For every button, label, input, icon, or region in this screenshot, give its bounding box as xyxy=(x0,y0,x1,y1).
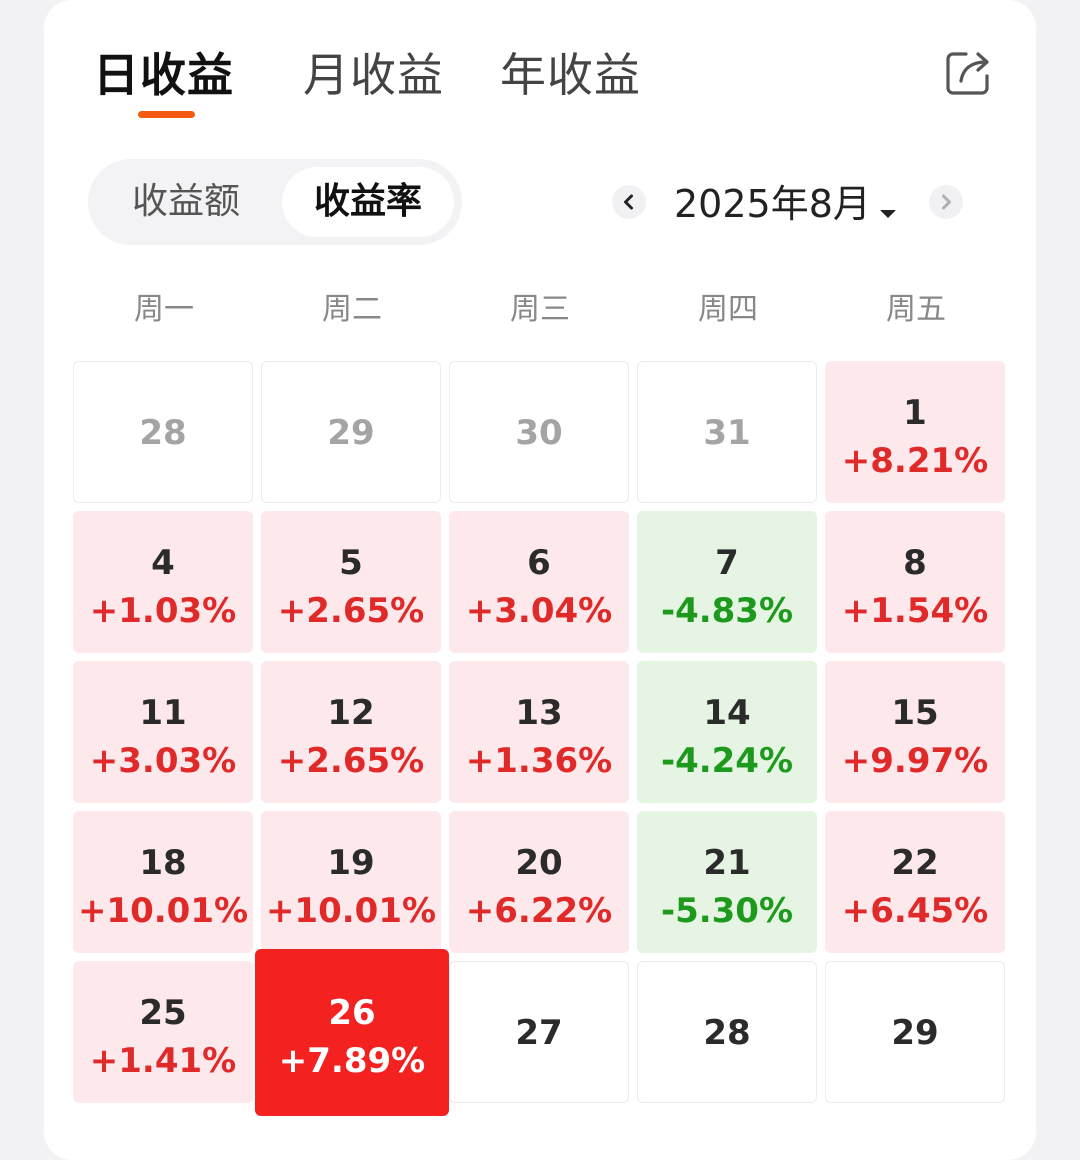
calendar-day-cell[interactable]: 18 +10.01% xyxy=(73,811,253,953)
tab-yearly-earnings[interactable]: 年收益 xyxy=(500,48,641,102)
daily-return-rate: -4.24% xyxy=(660,741,794,781)
day-number: 11 xyxy=(139,693,187,733)
weekday-friday: 周五 xyxy=(886,292,946,327)
day-number: 12 xyxy=(327,693,375,733)
daily-return-rate: +8.21% xyxy=(841,441,989,481)
caret-down-icon xyxy=(879,179,897,235)
daily-return-rate: +7.89% xyxy=(278,1041,426,1081)
daily-return-rate: -5.30% xyxy=(660,891,794,931)
weekday-tuesday: 周二 xyxy=(322,292,382,327)
calendar-day-cell[interactable]: 13 +1.36% xyxy=(449,661,629,803)
calendar-day-cell[interactable]: 30 xyxy=(449,361,629,503)
day-number: 8 xyxy=(903,543,927,583)
metric-toggle: 收益额 收益率 xyxy=(88,159,462,245)
calendar-day-cell[interactable]: 11 +3.03% xyxy=(73,661,253,803)
toggle-earnings-rate[interactable]: 收益率 xyxy=(282,167,454,237)
day-number: 7 xyxy=(715,543,739,583)
day-number: 13 xyxy=(515,693,563,733)
day-number: 22 xyxy=(891,843,939,883)
calendar-day-cell[interactable]: 21 -5.30% xyxy=(637,811,817,953)
calendar-day-cell[interactable]: 5 +2.65% xyxy=(261,511,441,653)
calendar-day-cell[interactable]: 29 xyxy=(261,361,441,503)
day-number: 27 xyxy=(515,1013,563,1053)
calendar-day-cell[interactable]: 22 +6.45% xyxy=(825,811,1005,953)
calendar-day-cell[interactable]: 14 -4.24% xyxy=(637,661,817,803)
day-number: 15 xyxy=(891,693,939,733)
calendar-day-cell[interactable]: 15 +9.97% xyxy=(825,661,1005,803)
day-number: 28 xyxy=(139,413,187,453)
day-number: 1 xyxy=(903,393,927,433)
day-number: 31 xyxy=(703,413,751,453)
day-number: 18 xyxy=(139,843,187,883)
calendar-day-cell[interactable]: 28 xyxy=(637,961,817,1103)
month-selector[interactable]: 2025年8月 xyxy=(674,176,897,232)
daily-return-rate: +1.03% xyxy=(89,591,237,631)
weekday-thursday: 周四 xyxy=(698,292,758,327)
active-tab-indicator xyxy=(138,111,195,118)
calendar-day-cell[interactable]: 12 +2.65% xyxy=(261,661,441,803)
calendar-day-cell[interactable]: 31 xyxy=(637,361,817,503)
calendar-day-cell[interactable]: 4 +1.03% xyxy=(73,511,253,653)
daily-return-rate: -4.83% xyxy=(660,591,794,631)
tab-monthly-earnings[interactable]: 月收益 xyxy=(303,48,444,102)
day-number: 5 xyxy=(339,543,363,583)
calendar-day-cell[interactable]: 8 +1.54% xyxy=(825,511,1005,653)
calendar-day-cell[interactable]: 28 xyxy=(73,361,253,503)
share-export-icon[interactable] xyxy=(944,48,994,98)
day-number: 29 xyxy=(891,1013,939,1053)
weekday-monday: 周一 xyxy=(134,292,194,327)
daily-return-rate: +9.97% xyxy=(841,741,989,781)
chevron-left-icon[interactable] xyxy=(612,185,646,219)
day-number: 4 xyxy=(151,543,175,583)
daily-return-rate: +10.01% xyxy=(77,891,249,931)
calendar-day-cell[interactable]: 6 +3.04% xyxy=(449,511,629,653)
tab-daily-earnings[interactable]: 日收益 xyxy=(93,48,234,102)
daily-return-rate: +2.65% xyxy=(277,591,425,631)
daily-return-rate: +2.65% xyxy=(277,741,425,781)
day-number: 25 xyxy=(139,993,187,1033)
daily-return-rate: +1.41% xyxy=(89,1041,237,1081)
calendar-day-cell[interactable]: 19 +10.01% xyxy=(261,811,441,953)
calendar-day-cell[interactable]: 7 -4.83% xyxy=(637,511,817,653)
day-number: 29 xyxy=(327,413,375,453)
day-number: 20 xyxy=(515,843,563,883)
calendar-day-cell[interactable]: 27 xyxy=(449,961,629,1103)
daily-return-rate: +3.04% xyxy=(465,591,613,631)
daily-return-rate: +1.36% xyxy=(465,741,613,781)
day-number: 14 xyxy=(703,693,751,733)
calendar-day-cell-selected[interactable]: 26 +7.89% xyxy=(255,949,449,1116)
daily-return-rate: +6.22% xyxy=(465,891,613,931)
weekday-wednesday: 周三 xyxy=(510,292,570,327)
daily-return-rate: +1.54% xyxy=(841,591,989,631)
toggle-earnings-amount[interactable]: 收益额 xyxy=(131,181,240,222)
month-label: 2025年8月 xyxy=(674,182,871,226)
calendar-day-cell[interactable]: 1 +8.21% xyxy=(825,361,1005,503)
day-number: 6 xyxy=(527,543,551,583)
daily-return-rate: +3.03% xyxy=(89,741,237,781)
daily-return-rate: +6.45% xyxy=(841,891,989,931)
calendar-day-cell[interactable]: 25 +1.41% xyxy=(73,961,253,1103)
calendar-day-cell[interactable]: 20 +6.22% xyxy=(449,811,629,953)
chevron-right-icon[interactable] xyxy=(929,185,963,219)
day-number: 21 xyxy=(703,843,751,883)
day-number: 30 xyxy=(515,413,563,453)
daily-return-rate: +10.01% xyxy=(265,891,437,931)
calendar-day-cell[interactable]: 29 xyxy=(825,961,1005,1103)
day-number: 19 xyxy=(327,843,375,883)
day-number: 26 xyxy=(328,993,376,1033)
day-number: 28 xyxy=(703,1013,751,1053)
